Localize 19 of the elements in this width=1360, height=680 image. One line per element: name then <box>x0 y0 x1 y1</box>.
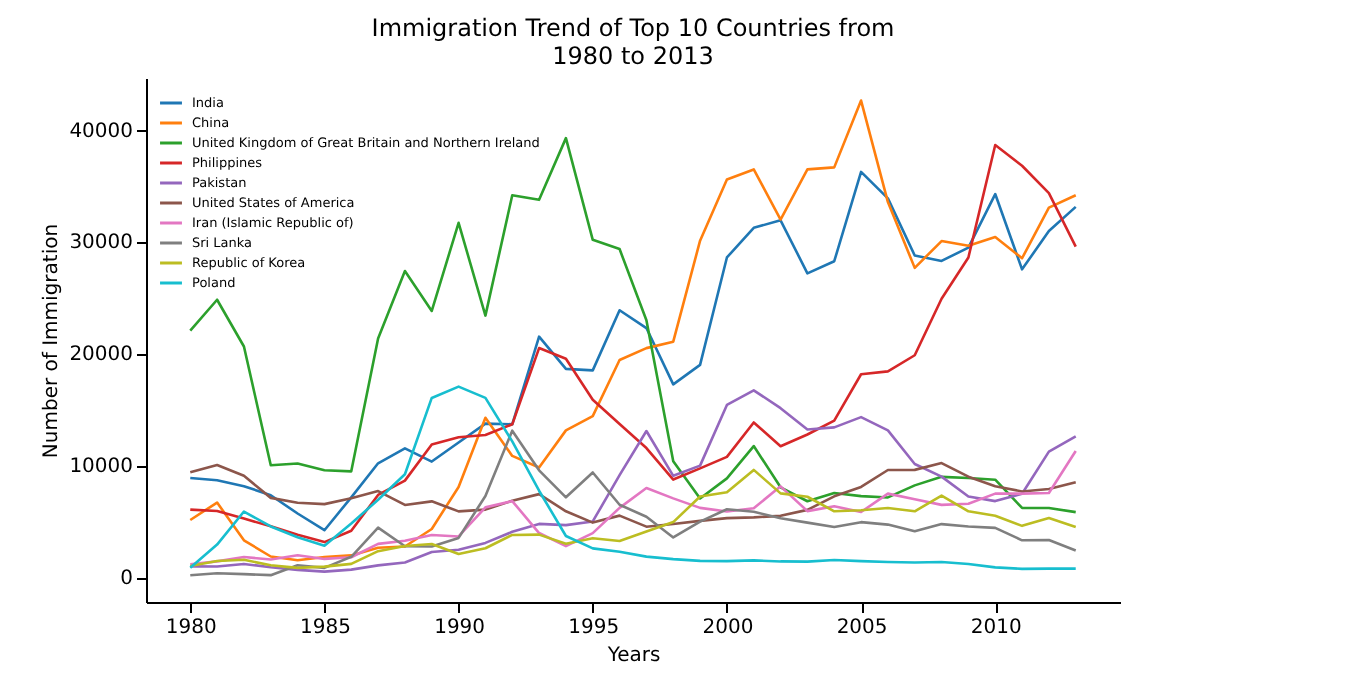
x-axis-title: Years <box>605 645 661 667</box>
x-tick-label: 1980 <box>165 617 217 639</box>
y-tick-label: 30000 <box>69 232 133 255</box>
y-tick-label: 0 <box>120 568 133 591</box>
x-tick-label: 2010 <box>970 617 1022 639</box>
y-tick-label: 40000 <box>69 120 133 143</box>
y-axis-title: Number of Immigration <box>41 223 64 459</box>
x-tick-label: 1990 <box>434 617 486 639</box>
y-tick-label: 20000 <box>69 344 133 367</box>
x-tick-label: 1995 <box>568 617 620 639</box>
line-series <box>188 449 1078 566</box>
line-series <box>188 461 1078 528</box>
x-tick-label: 1985 <box>299 617 351 639</box>
line-series <box>188 468 1078 570</box>
chart-title: Immigration Trend of Top 10 Countries from 1980 to 2013 <box>371 14 895 70</box>
line-series <box>188 429 1078 577</box>
y-tick-label: 10000 <box>69 456 133 479</box>
x-tick-label: 2000 <box>702 617 754 639</box>
x-tick-label: 2005 <box>836 617 888 639</box>
